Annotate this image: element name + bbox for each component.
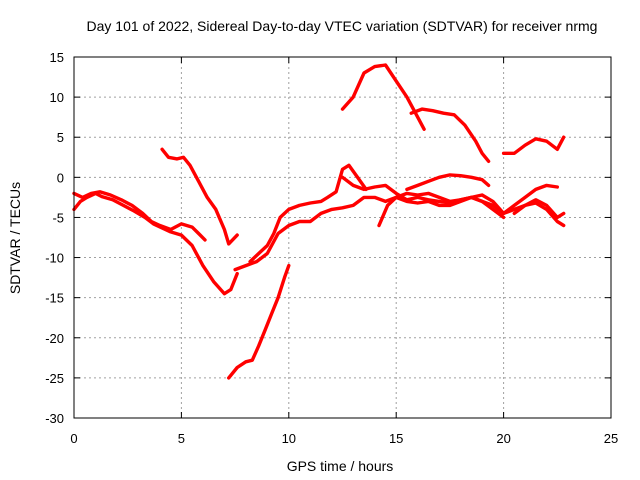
series-arc-8 bbox=[409, 107, 491, 164]
plot-frame bbox=[73, 56, 612, 419]
y-tick-label: -10 bbox=[45, 251, 64, 266]
y-tick-label: 10 bbox=[50, 90, 64, 105]
series-arc-2 bbox=[72, 190, 207, 242]
series-arc-10 bbox=[405, 173, 491, 192]
series-arc-1 bbox=[72, 191, 239, 296]
chart-title: Day 101 of 2022, Sidereal Day-to-day VTE… bbox=[87, 18, 598, 34]
y-axis-label: SDTVAR / TECUs bbox=[7, 182, 23, 294]
x-tick-label: 10 bbox=[282, 431, 296, 446]
y-tick-label: 5 bbox=[57, 130, 64, 145]
series-arc-5 bbox=[248, 163, 368, 264]
x-tick-label: 25 bbox=[604, 431, 618, 446]
series-arc-12 bbox=[501, 135, 566, 156]
x-tick-label: 20 bbox=[496, 431, 510, 446]
grid bbox=[74, 57, 611, 418]
series-arc-4 bbox=[226, 263, 291, 380]
y-tick-label: -20 bbox=[45, 331, 64, 346]
y-tick-label: 15 bbox=[50, 50, 64, 65]
y-tick-label: -30 bbox=[45, 411, 64, 426]
x-axis-label: GPS time / hours bbox=[287, 458, 394, 474]
x-tick-label: 0 bbox=[70, 431, 77, 446]
series-arc-11 bbox=[377, 183, 559, 228]
y-tick-label: 0 bbox=[57, 170, 64, 185]
series-arc-13 bbox=[512, 198, 566, 220]
x-tick-label: 5 bbox=[178, 431, 185, 446]
series-arc-7 bbox=[340, 63, 426, 131]
series-arc-3 bbox=[160, 147, 239, 246]
x-tick-label: 15 bbox=[389, 431, 403, 446]
series-layer bbox=[72, 63, 566, 380]
y-tick-label: -15 bbox=[45, 291, 64, 306]
y-tick-label: -5 bbox=[52, 210, 64, 225]
axis-ticks: 0 5 10 15 20 25 15 10 5 0 -5 -10 -15 -20 -25 -30 bbox=[45, 50, 618, 446]
y-tick-label: -25 bbox=[45, 371, 64, 386]
